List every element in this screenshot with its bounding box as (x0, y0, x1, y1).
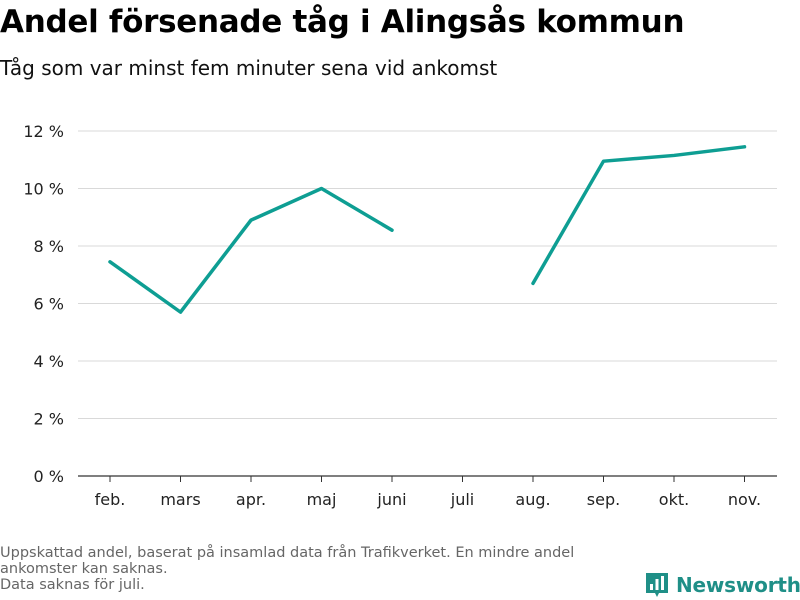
footnote-line-1: Uppskattad andel, baserat på insamlad da… (0, 545, 575, 561)
x-axis-ticks: feb. mars apr. maj juni juli aug. sep. okt. nov. (95, 476, 761, 509)
y-tick-label: 8 % (34, 237, 64, 256)
x-tick-label: juli (450, 490, 474, 509)
y-tick-label: 0 % (34, 467, 64, 486)
footnote: Uppskattad andel, baserat på insamlad da… (0, 545, 574, 593)
y-tick-label: 6 % (34, 295, 64, 314)
series-lines (108, 145, 747, 314)
series-line-segment (531, 145, 747, 286)
y-tick-label: 4 % (34, 352, 64, 371)
x-tick-label: sep. (587, 490, 620, 509)
y-tick-label: 12 % (23, 122, 64, 141)
x-tick-label: apr. (236, 490, 266, 509)
line-chart: 0 % 2 % 4 % 6 % 8 % 10 % 12 % feb. mars apr. maj j… (23, 122, 777, 509)
chart-title: Andel försenade tåg i Alingsås kommun (0, 4, 685, 40)
footnote-line-3: Data saknas för juli. (0, 577, 145, 593)
x-tick-label: okt. (659, 490, 689, 509)
bar-chart-logo-icon (646, 573, 668, 597)
y-tick-label: 2 % (34, 410, 64, 429)
y-tick-label: 10 % (23, 180, 64, 199)
brand-logo: Newsworthy (644, 570, 800, 600)
x-tick-label: aug. (515, 490, 550, 509)
x-tick-label: mars (160, 490, 200, 509)
series-line-segment (108, 186, 394, 314)
footnote-line-2: ankomster kan saknas. (0, 561, 168, 577)
x-tick-label: maj (307, 490, 337, 509)
x-tick-label: nov. (728, 490, 761, 509)
brand-name: Newsworthy (676, 573, 800, 597)
x-tick-label: feb. (95, 490, 126, 509)
chart-subtitle: Tåg som var minst fem minuter sena vid a… (0, 56, 498, 80)
y-axis-ticks: 0 % 2 % 4 % 6 % 8 % 10 % 12 % (23, 122, 64, 486)
x-tick-label: juni (376, 490, 406, 509)
grid-lines (78, 130, 777, 477)
